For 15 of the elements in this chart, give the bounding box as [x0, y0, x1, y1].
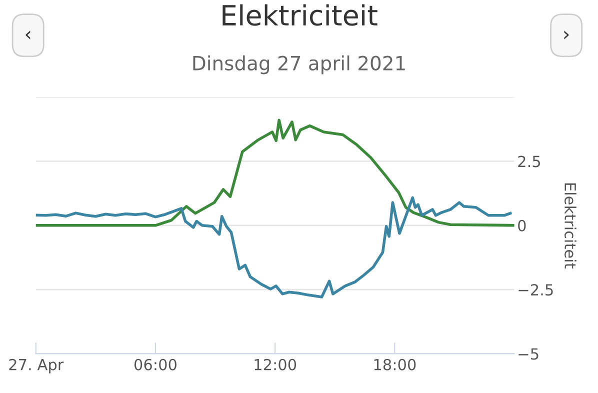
chart-subtitle: Dinsdag 27 april 2021: [193, 55, 405, 74]
y-tick-label: 0: [518, 220, 526, 232]
chart-title: Elektriciteit: [222, 4, 378, 26]
y-tick-label: −5: [518, 348, 538, 360]
y-axis-title: Elektriciteit: [564, 183, 576, 268]
x-tick-label: 18:00: [374, 358, 416, 370]
text: ‹: [26, 30, 30, 40]
text: ›: [564, 30, 569, 40]
y-tick-label: 2.5: [518, 156, 540, 168]
x-tick-label: 06:00: [134, 358, 176, 370]
x-tick-label: 12:00: [254, 358, 296, 370]
y-tick-label: −2.5: [518, 284, 553, 296]
line-series: [36, 118, 514, 227]
x-tick-label: 27. Apr: [9, 358, 64, 374]
line-series: [36, 196, 512, 298]
